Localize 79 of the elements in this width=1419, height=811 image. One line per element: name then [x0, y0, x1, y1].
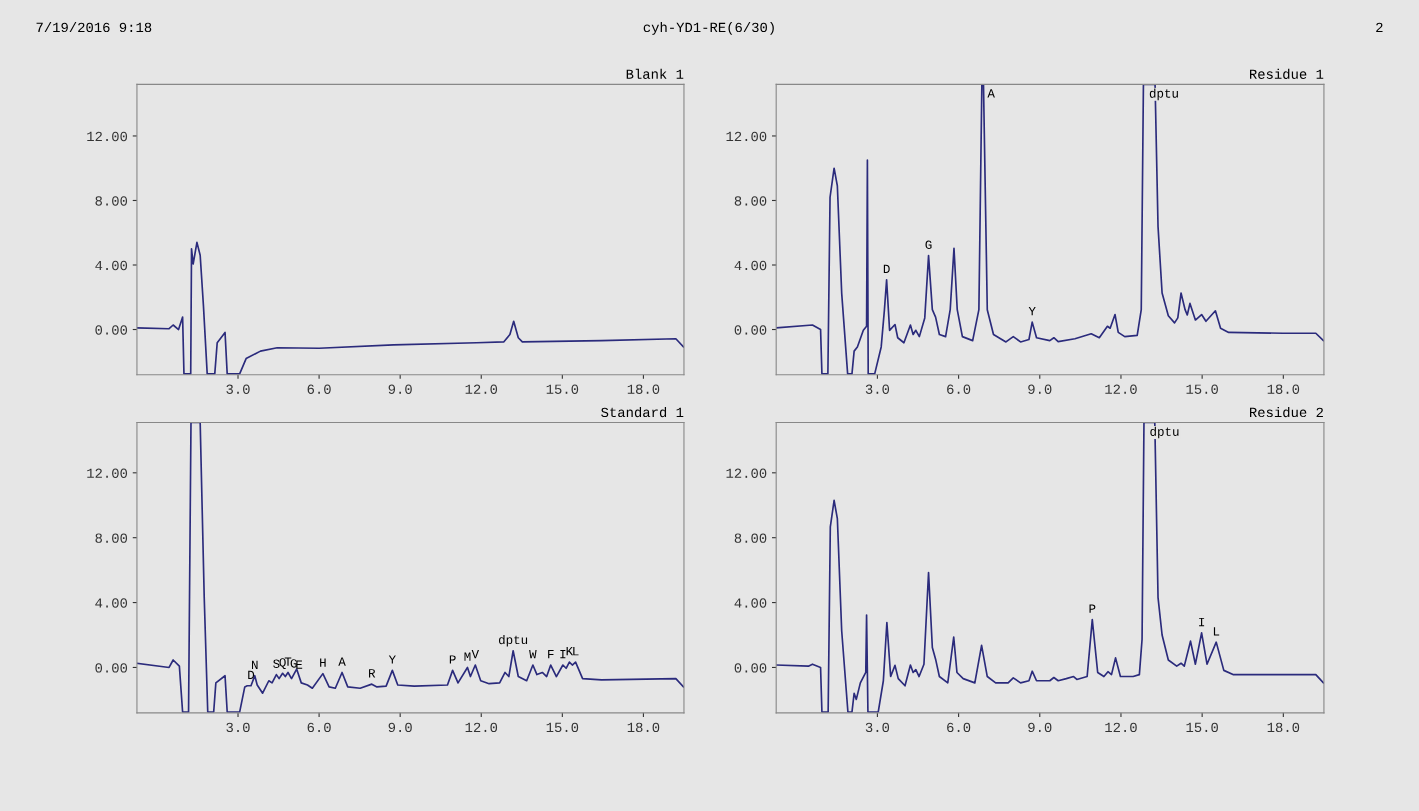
annotation: D	[883, 264, 890, 274]
y-tick-label: 12.00	[87, 468, 128, 478]
annotation: dptu	[1150, 426, 1179, 439]
annotation: W	[529, 650, 537, 659]
x-tick-label: 12.0	[1105, 722, 1137, 733]
chart-title: Residue 1	[1250, 68, 1324, 79]
annotation: G	[925, 240, 932, 250]
annotation: T	[284, 657, 292, 666]
x-tick-label: 3.0	[865, 384, 890, 394]
annotation: R	[369, 669, 376, 678]
y-tick-label: 8.00	[734, 196, 767, 206]
annotation: E	[296, 660, 303, 669]
y-tick-label: 4.00	[95, 260, 128, 271]
x-tick-label: 9.0	[388, 384, 412, 394]
x-tick-label: 18.0	[1267, 384, 1300, 394]
annotation: P	[449, 655, 456, 664]
line-series	[776, 422, 1324, 713]
x-tick-label: 6.0	[307, 384, 331, 394]
y-tick-label: 8.00	[95, 533, 128, 543]
y-tick-label: 0.00	[95, 663, 128, 673]
x-tick-label: 15.0	[1186, 384, 1218, 394]
annotation: F	[548, 650, 554, 659]
x-tick-label: 12.0	[465, 384, 498, 394]
x-tick-label: 9.0	[1028, 384, 1052, 394]
y-tick-label: 0.00	[95, 325, 128, 335]
annotation: N	[252, 660, 258, 669]
annotation: A	[338, 657, 346, 666]
annotation: dptu	[498, 634, 528, 647]
annotation: V	[471, 650, 479, 659]
annotation: G	[290, 659, 297, 668]
annotation: S	[273, 659, 280, 668]
annotation: H	[320, 658, 326, 667]
x-tick-label: 6.0	[947, 722, 971, 733]
annotation: dptu	[1149, 88, 1178, 101]
text: cyh-YD1-RE(6/30)	[643, 21, 774, 35]
y-tick-label: 8.00	[734, 533, 767, 543]
x-tick-label: 9.0	[1028, 722, 1052, 733]
annotation: Y	[388, 655, 396, 664]
x-tick-label: 15.0	[546, 384, 579, 394]
chart-title: Standard 1	[601, 406, 684, 418]
annotation: P	[1089, 604, 1096, 613]
y-tick-label: 0.00	[734, 325, 767, 335]
chart-title: Residue 2	[1250, 406, 1323, 418]
x-tick-label: 18.0	[1267, 722, 1300, 733]
y-tick-label: 12.00	[87, 131, 128, 142]
x-tick-label: 12.0	[1105, 384, 1137, 394]
text: 2	[1376, 22, 1383, 32]
annotation: I	[1199, 617, 1205, 627]
annotation: M	[464, 652, 471, 661]
x-tick-label: 9.0	[388, 722, 412, 733]
y-tick-label: 8.00	[95, 196, 128, 206]
x-tick-label: 6.0	[947, 384, 971, 394]
y-tick-label: 4.00	[734, 598, 767, 608]
x-tick-label: 6.0	[307, 722, 331, 733]
annotation: L	[1213, 627, 1220, 636]
text: 7/19/2016 9:18	[36, 21, 152, 33]
x-tick-label: 12.0	[465, 722, 498, 733]
x-tick-label: 15.0	[1186, 722, 1218, 733]
x-tick-label: 18.0	[627, 722, 660, 733]
x-tick-label: 15.0	[546, 722, 579, 733]
annotation: D	[248, 670, 255, 680]
annotation: Q	[279, 658, 286, 669]
line-series	[136, 422, 684, 713]
y-tick-label: 4.00	[95, 598, 128, 608]
annotation: A	[987, 89, 995, 98]
line-series	[776, 84, 1324, 375]
x-tick-label: 3.0	[865, 722, 890, 733]
y-tick-label: 4.00	[734, 260, 767, 271]
chart-title: Blank 1	[626, 68, 684, 79]
x-tick-label: 3.0	[226, 722, 250, 733]
annotation: Y	[1028, 307, 1036, 316]
x-tick-label: 18.0	[627, 384, 660, 394]
y-tick-label: 0.00	[734, 663, 767, 673]
annotation: L	[573, 647, 579, 656]
annotation: K	[566, 647, 574, 656]
annotation: I	[560, 650, 566, 659]
y-tick-label: 12.00	[726, 131, 767, 142]
x-tick-label: 3.0	[226, 384, 250, 394]
y-tick-label: 12.00	[726, 468, 767, 478]
